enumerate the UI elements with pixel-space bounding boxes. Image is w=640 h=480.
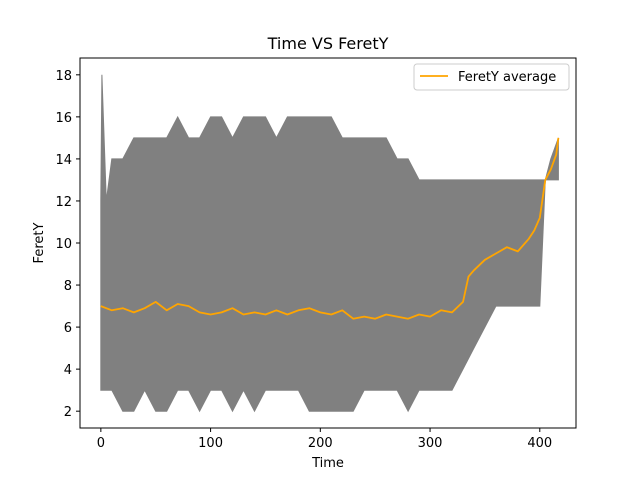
axes-frame — [79, 57, 577, 429]
x-axis-ticks: 0 100 200 300 400 — [97, 428, 552, 451]
y-tick-label: 10 — [55, 237, 72, 252]
x-tick-label: 100 — [198, 436, 223, 451]
y-axis-ticks: 2 4 6 8 10 12 14 16 18 — [55, 69, 80, 420]
y-axis-label: FeretY — [32, 223, 47, 264]
y-tick-label: 6 — [64, 321, 72, 336]
y-tick-label: 4 — [64, 363, 72, 378]
y-tick-label: 18 — [55, 69, 72, 84]
x-axis-label: Time — [311, 456, 344, 471]
y-tick-label: 8 — [64, 279, 72, 294]
y-tick-label: 14 — [55, 153, 72, 168]
chart-title: Time VS FeretY — [267, 34, 389, 53]
y-tick-label: 2 — [64, 405, 72, 420]
legend-average-label: FeretY average — [458, 70, 556, 85]
y-tick-label: 12 — [55, 195, 72, 210]
x-tick-label: 200 — [308, 436, 333, 451]
legend: FeretY average — [413, 63, 570, 91]
feret-y-average-line — [100, 137, 560, 320]
legend-box — [413, 63, 570, 91]
y-tick-label: 16 — [55, 111, 72, 126]
x-tick-label: 300 — [418, 436, 443, 451]
x-tick-label: 0 — [97, 436, 105, 451]
x-tick-label: 400 — [527, 436, 552, 451]
range-band — [100, 74, 559, 413]
plot-area — [100, 74, 560, 413]
